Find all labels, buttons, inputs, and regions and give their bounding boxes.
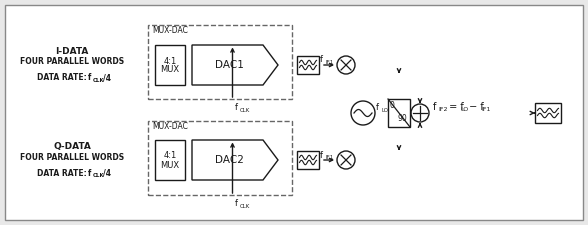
Text: CLK: CLK [93,78,105,83]
Text: f: f [235,104,238,112]
Text: f: f [320,151,323,160]
Text: f: f [88,169,91,178]
Text: Q-DATA: Q-DATA [53,142,91,151]
Text: 90: 90 [398,114,407,123]
Bar [297,151,319,169]
Text: f: f [235,200,238,209]
Bar [297,56,319,74]
Text: f: f [433,102,436,112]
Text: IF2: IF2 [439,107,448,112]
Text: LO: LO [460,107,468,112]
Text: CLK: CLK [93,173,105,178]
Text: f: f [320,56,323,65]
Text: = f: = f [446,102,464,112]
Text: MUX: MUX [161,65,179,74]
Text: /4: /4 [103,169,111,178]
Text: DATA RATE:: DATA RATE: [37,74,89,83]
Text: FOUR PARALLEL WORDS: FOUR PARALLEL WORDS [20,153,124,162]
Bar [388,99,410,127]
Bar [148,25,292,99]
Text: CLK: CLK [239,108,250,112]
Text: DAC2: DAC2 [215,155,244,165]
Text: MUX-DAC: MUX-DAC [152,122,188,131]
Text: DATA RATE:: DATA RATE: [37,169,89,178]
Text: f: f [88,74,91,83]
Text: − f: − f [466,102,484,112]
Text: 0: 0 [390,101,395,110]
Bar [155,45,185,85]
Bar [535,103,561,123]
Text: MUX: MUX [161,160,179,169]
Text: IF1: IF1 [325,60,333,65]
Text: MUX-DAC: MUX-DAC [152,26,188,35]
Bar [155,140,185,180]
Polygon shape [192,140,278,180]
Text: 4:1: 4:1 [163,56,176,65]
Text: IF1: IF1 [481,107,490,112]
Bar [148,121,292,195]
Text: DAC1: DAC1 [215,60,244,70]
Text: 4:1: 4:1 [163,151,176,160]
Text: FOUR PARALLEL WORDS: FOUR PARALLEL WORDS [20,58,124,67]
Text: /4: /4 [103,74,111,83]
Text: IF1: IF1 [325,155,333,160]
Text: CLK: CLK [239,203,250,209]
Polygon shape [192,45,278,85]
Text: LO: LO [381,108,388,113]
Text: f: f [376,104,379,112]
Text: I-DATA: I-DATA [55,47,89,56]
